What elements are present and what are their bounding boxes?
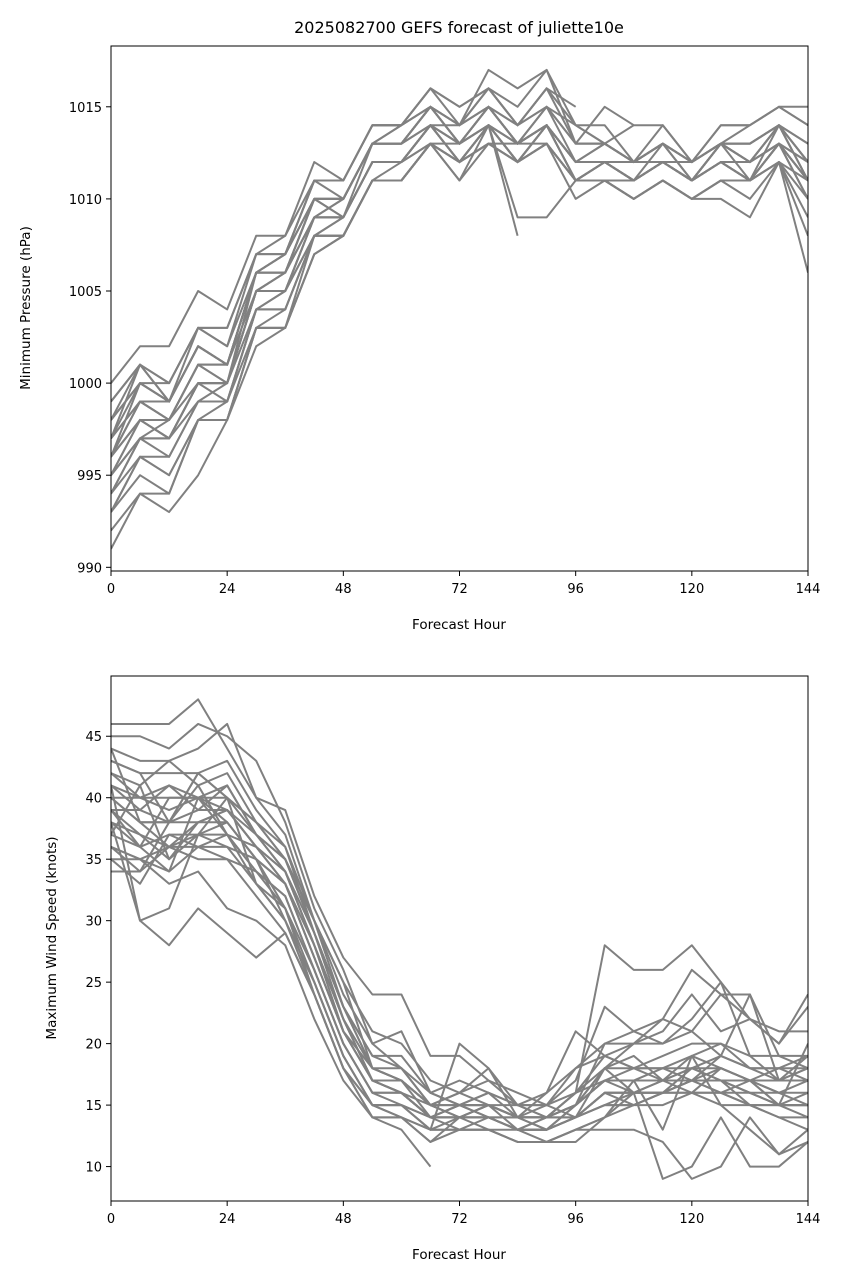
wind-y-tick-label: 40 <box>85 792 102 807</box>
pressure-x-tick-label: 120 <box>679 582 704 597</box>
pressure-x-axis-label: Forecast Hour <box>412 617 506 633</box>
wind-member-line-3 <box>111 722 808 1107</box>
pressure-y-tick-label: 1015 <box>69 101 102 116</box>
pressure-x-tick-label: 24 <box>219 582 236 597</box>
pressure-y-tick-label: 990 <box>77 561 102 576</box>
pressure-member-line-27 <box>111 142 808 513</box>
pressure-y-tick-label: 1005 <box>69 285 102 300</box>
wind-x-tick-label: 72 <box>451 1212 468 1227</box>
wind-x-tick-label: 0 <box>107 1212 115 1227</box>
pressure-y-tick-label: 1000 <box>69 377 102 392</box>
wind-x-tick-label: 48 <box>335 1212 352 1227</box>
wind-x-axis-label: Forecast Hour <box>412 1247 506 1263</box>
wind-y-tick-label: 45 <box>85 730 102 745</box>
wind-y-tick-label: 30 <box>85 915 102 930</box>
pressure-y-tick-label: 1010 <box>69 193 102 208</box>
wind-y-ticks: 10 15 20 25 30 35 40 45 <box>85 730 111 1176</box>
pressure-member-line-20 <box>111 87 808 403</box>
pressure-chart-title: 2025082700 GEFS forecast of juliette10e <box>294 18 624 37</box>
wind-x-tick-label: 144 <box>796 1212 821 1227</box>
wind-member-line-5 <box>111 759 808 1119</box>
pressure-y-axis-label: Minimum Pressure (hPa) <box>18 226 34 390</box>
wind-member-line-28 <box>111 845 808 1143</box>
wind-y-tick-label: 35 <box>85 853 102 868</box>
pressure-x-ticks: 0 24 48 72 96 120 144 <box>107 571 821 597</box>
wind-panel: 0 24 48 72 96 120 144 10 15 20 25 30 35 40 45 Forecas… <box>44 675 821 1263</box>
pressure-series-group <box>111 68 808 550</box>
pressure-x-tick-label: 144 <box>796 582 821 597</box>
wind-y-tick-label: 25 <box>85 976 102 991</box>
wind-x-tick-label: 96 <box>567 1212 584 1227</box>
wind-x-ticks: 0 24 48 72 96 120 144 <box>107 1201 821 1227</box>
wind-series-group <box>111 698 808 1180</box>
wind-y-tick-label: 10 <box>85 1161 102 1176</box>
pressure-x-tick-label: 96 <box>567 582 584 597</box>
pressure-panel: 2025082700 GEFS forecast of juliette10e … <box>18 18 820 633</box>
pressure-y-tick-label: 995 <box>77 469 102 484</box>
wind-y-tick-label: 15 <box>85 1099 102 1114</box>
pressure-member-line-26 <box>111 105 808 439</box>
wind-y-tick-label: 20 <box>85 1038 102 1053</box>
wind-x-tick-label: 24 <box>219 1212 236 1227</box>
pressure-y-ticks: 990 995 1000 1005 1010 1015 <box>69 101 111 576</box>
pressure-x-tick-label: 0 <box>107 582 115 597</box>
pressure-x-tick-label: 72 <box>451 582 468 597</box>
wind-y-axis-label: Maximum Wind Speed (knots) <box>44 836 60 1039</box>
pressure-x-tick-label: 48 <box>335 582 352 597</box>
wind-member-line-27 <box>111 748 808 1119</box>
wind-x-tick-label: 120 <box>679 1212 704 1227</box>
